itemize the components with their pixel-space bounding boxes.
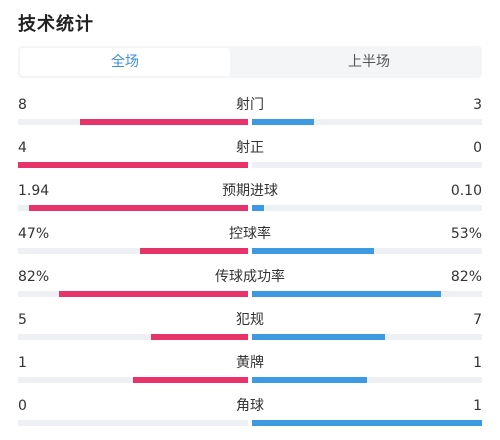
away-value: 7	[473, 312, 482, 328]
away-value: 0.10	[450, 183, 482, 199]
away-bar-background	[252, 377, 482, 383]
home-bar-background	[18, 248, 248, 254]
stat-bar-track	[18, 334, 482, 340]
away-bar	[252, 377, 367, 383]
away-bar	[252, 119, 314, 125]
away-bar-background	[252, 162, 482, 168]
home-value: 4	[18, 140, 27, 156]
stat-bar-track	[18, 420, 482, 426]
home-value: 1	[18, 355, 27, 371]
stat-label: 预期进球	[222, 183, 278, 199]
away-value: 1	[473, 355, 482, 371]
away-value: 53%	[450, 226, 482, 242]
page-title: 技术统计	[18, 14, 94, 35]
away-bar	[252, 291, 441, 297]
stat-bar-track	[18, 377, 482, 383]
stat-row: 0 角球 1	[18, 397, 482, 439]
home-value: 47%	[18, 226, 50, 242]
home-bar-background	[18, 420, 248, 426]
tab-first-half[interactable]: 上半场	[348, 54, 390, 70]
stat-bar-track	[18, 291, 482, 297]
away-bar	[252, 420, 482, 426]
stat-bar-track	[18, 248, 482, 254]
stat-row: 82% 传球成功率 82%	[18, 268, 482, 310]
stat-label: 控球率	[229, 226, 271, 242]
away-bar	[252, 248, 374, 254]
stat-row: 8 射门 3	[18, 96, 482, 138]
away-bar	[252, 205, 264, 211]
stat-row: 1.94 预期进球 0.10	[18, 182, 482, 224]
home-bar	[140, 248, 248, 254]
stat-row: 47% 控球率 53%	[18, 225, 482, 267]
stat-row: 1 黄牌 1	[18, 354, 482, 396]
home-bar	[80, 119, 248, 125]
stat-bar-track	[18, 205, 482, 211]
away-bar-background	[252, 205, 482, 211]
away-bar-background	[252, 119, 482, 125]
away-value: 82%	[450, 269, 482, 285]
home-bar-background	[18, 334, 248, 340]
stat-row: 5 犯规 7	[18, 311, 482, 353]
away-value: 0	[473, 140, 482, 156]
away-value: 3	[473, 97, 482, 113]
period-tabs: 全场 上半场	[18, 46, 482, 78]
home-value: 8	[18, 97, 27, 113]
stat-label: 犯规	[236, 312, 264, 328]
stat-bar-track	[18, 119, 482, 125]
home-value: 5	[18, 312, 27, 328]
stat-row: 4 射正 0	[18, 139, 482, 181]
home-value: 82%	[18, 269, 50, 285]
home-bar	[29, 205, 248, 211]
stat-label: 角球	[236, 398, 264, 414]
stat-label: 射正	[236, 140, 264, 156]
away-value: 1	[473, 398, 482, 414]
home-bar	[133, 377, 248, 383]
stat-label: 传球成功率	[215, 269, 285, 285]
home-bar	[59, 291, 248, 297]
home-value: 0	[18, 398, 27, 414]
stat-label: 射门	[236, 97, 264, 113]
away-bar	[252, 334, 385, 340]
tab-full-match[interactable]: 全场	[20, 48, 230, 76]
home-bar	[18, 162, 248, 168]
stat-label: 黄牌	[236, 355, 264, 371]
home-bar	[151, 334, 248, 340]
stat-bar-track	[18, 162, 482, 168]
home-value: 1.94	[18, 183, 50, 199]
